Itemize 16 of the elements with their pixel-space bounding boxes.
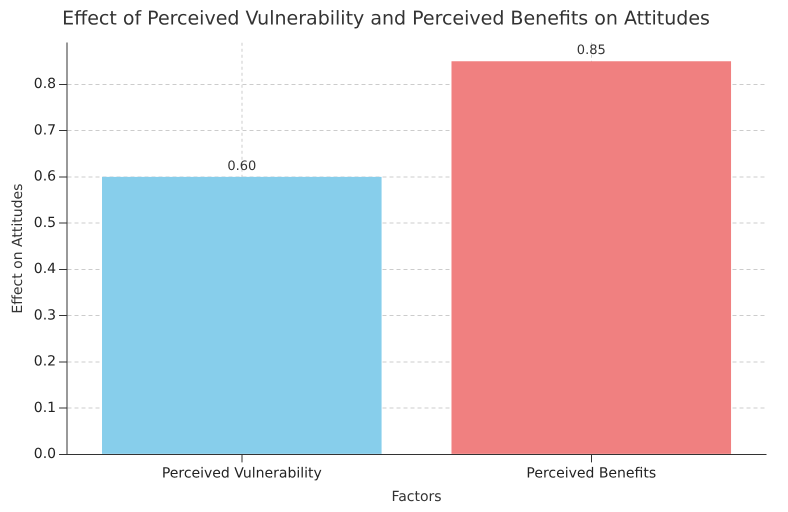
x-axis-title: Factors [391,489,442,506]
y-tick-label: 0.2 [34,354,56,370]
y-tick-label: 0.6 [34,168,56,185]
data-label: 0.60 [227,158,256,174]
y-tick-label: 0.7 [34,122,56,138]
y-axis-title: Effect on Attitudes [10,184,26,314]
chart-title: Effect of Perceived Vulnerability and Perceived Benefits on Attitudes [62,7,710,30]
y-tick-label: 0.5 [34,214,56,231]
y-tick-label: 0.8 [34,76,56,92]
y-tick-label: 0.3 [34,307,56,324]
x-tick-label: Perceived Benefits [526,465,656,482]
y-tick-label: 0.1 [34,400,56,416]
y-tick-label: 0.4 [34,261,56,278]
x-tick-label: Perceived Vulnerability [162,465,322,482]
data-label: 0.85 [576,43,606,58]
y-tick-label: 0.0 [34,446,56,462]
